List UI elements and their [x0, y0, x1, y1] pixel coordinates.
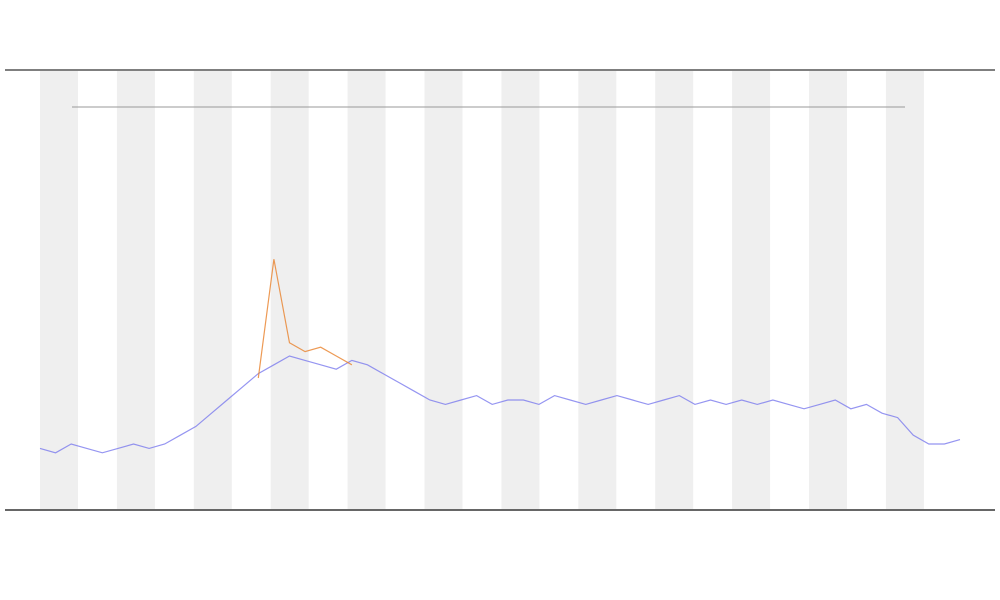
background-bands: [40, 71, 924, 509]
band: [655, 71, 694, 509]
band: [116, 71, 155, 509]
band: [40, 71, 78, 509]
series-line: [257, 259, 353, 379]
band: [885, 71, 924, 509]
band: [193, 71, 232, 509]
band: [347, 71, 386, 509]
band: [732, 71, 771, 509]
band: [809, 71, 847, 509]
band: [501, 71, 540, 509]
band: [270, 71, 309, 509]
band: [578, 71, 617, 509]
series-line: [39, 355, 961, 454]
band: [424, 71, 463, 509]
